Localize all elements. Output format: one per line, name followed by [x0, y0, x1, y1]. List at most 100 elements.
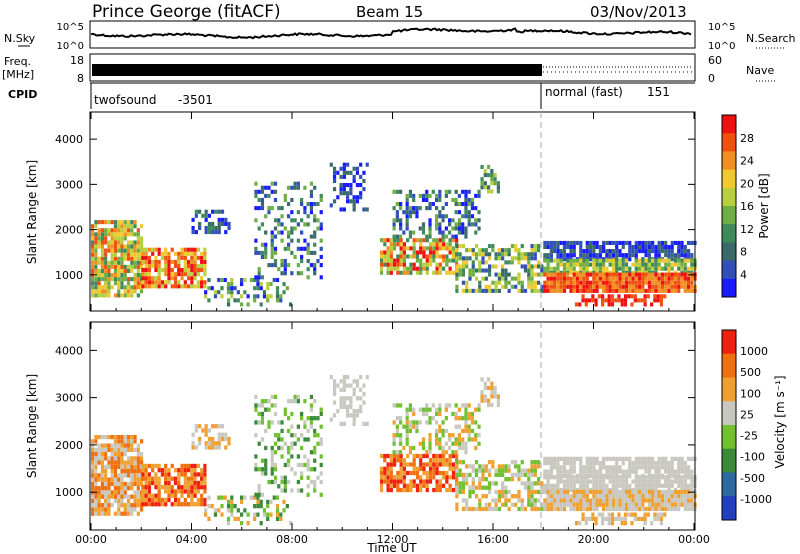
velocity-cell — [496, 398, 500, 403]
power-cell — [670, 240, 674, 245]
velocity-cell — [598, 489, 602, 495]
power-cell — [667, 258, 671, 263]
velocity-cell — [572, 483, 576, 488]
power-cell — [481, 288, 485, 293]
power-cell — [461, 214, 465, 219]
power-cell — [273, 258, 278, 264]
power-cell — [651, 288, 655, 293]
velocity-cell — [214, 445, 218, 450]
velocity-cell — [634, 465, 638, 470]
power-cell — [575, 284, 580, 289]
velocity-cell — [651, 456, 655, 461]
velocity-cell — [527, 502, 531, 507]
velocity-cell — [490, 394, 494, 399]
power-cell — [520, 252, 524, 257]
velocity-cell — [438, 483, 442, 488]
power-cell — [270, 238, 274, 243]
velocity-cell — [408, 403, 413, 408]
power-cell — [144, 259, 148, 264]
power-cell — [654, 253, 658, 258]
power-cell — [264, 246, 268, 251]
velocity-cell — [254, 403, 258, 408]
velocity-cell — [130, 481, 134, 487]
velocity-cell — [478, 502, 482, 507]
power-cell — [578, 302, 582, 307]
power-cell — [264, 193, 268, 198]
power-cell — [259, 282, 263, 287]
velocity-cell — [257, 403, 261, 408]
power-cell — [441, 254, 446, 259]
power-cell — [562, 284, 567, 289]
velocity-cell — [224, 445, 228, 450]
velocity-cell — [487, 460, 492, 465]
velocity-cell — [598, 475, 602, 480]
velocity-cell — [471, 481, 475, 486]
power-cell — [572, 258, 576, 263]
power-cell — [562, 262, 567, 267]
power-cell — [445, 270, 449, 275]
velocity-cell — [412, 479, 416, 484]
power-cell — [110, 252, 114, 257]
velocity-cell — [670, 494, 674, 499]
velocity-cell — [293, 433, 297, 438]
power-cell — [270, 254, 274, 259]
power-cell — [177, 280, 181, 285]
power-cell — [396, 266, 400, 271]
power-cell — [624, 240, 629, 245]
velocity-cell — [677, 498, 681, 503]
velocity-cell — [497, 489, 501, 495]
power-cell — [478, 288, 482, 293]
power-cell — [313, 218, 317, 223]
velocity-cell — [349, 400, 353, 405]
velocity-cell — [275, 512, 280, 517]
velocity-cell — [220, 495, 224, 500]
power-cell — [536, 272, 541, 277]
power-cell — [412, 262, 416, 267]
velocity-cell — [100, 469, 104, 474]
velocity-cell — [533, 460, 537, 465]
velocity-cell — [435, 470, 439, 476]
velocity-cell — [494, 506, 498, 512]
power-cell — [575, 262, 580, 267]
power-cell — [467, 210, 471, 215]
power-cell — [277, 267, 281, 272]
velocity-cell — [94, 464, 98, 470]
power-cell — [608, 272, 612, 277]
velocity-cell — [91, 456, 95, 461]
power-cell — [94, 264, 98, 269]
power-cell — [120, 244, 124, 249]
velocity-cell — [451, 487, 455, 493]
velocity-cell — [501, 481, 505, 486]
power-cell — [266, 294, 270, 299]
velocity-cell — [611, 498, 616, 503]
velocity-cell — [264, 399, 268, 404]
power-cell — [587, 298, 592, 303]
power-cell — [621, 276, 625, 281]
power-cell — [432, 250, 436, 255]
velocity-cell — [468, 472, 472, 478]
velocity-cell — [553, 456, 557, 461]
power-cell — [120, 293, 124, 298]
power-cell — [342, 166, 346, 171]
power-cell — [651, 280, 655, 285]
power-cell — [683, 272, 687, 277]
velocity-cell — [319, 437, 323, 442]
power-cell — [614, 298, 618, 303]
velocity-cell — [654, 494, 658, 499]
velocity-cell — [144, 468, 148, 473]
velocity-cell — [139, 481, 144, 487]
velocity-cell — [569, 469, 573, 474]
velocity-cell — [457, 424, 462, 429]
power-cell — [117, 293, 121, 298]
velocity-cell — [253, 504, 257, 509]
power-cell — [624, 280, 629, 285]
power-cell — [644, 266, 648, 271]
power-cell — [217, 217, 221, 222]
power-cell — [621, 280, 625, 285]
power-cell — [246, 294, 250, 299]
power-cell — [510, 244, 515, 249]
velocity-cell — [342, 404, 346, 409]
power-cell — [126, 293, 131, 298]
velocity-cell — [94, 469, 98, 474]
